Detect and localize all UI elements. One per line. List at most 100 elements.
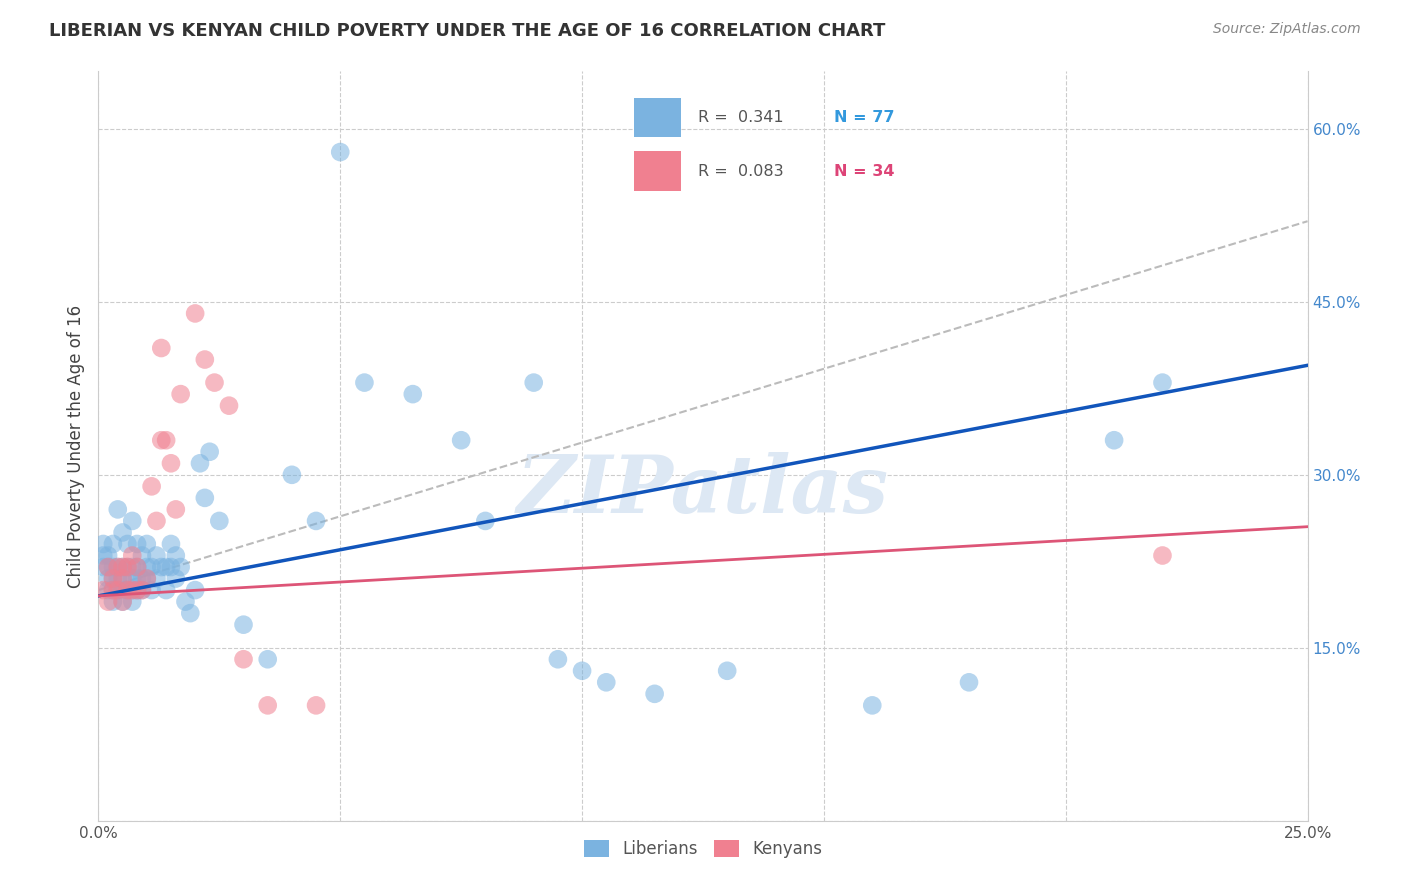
Point xyxy=(716,664,738,678)
Point xyxy=(860,698,883,713)
Point xyxy=(97,560,120,574)
Point xyxy=(127,583,149,598)
Point xyxy=(107,560,129,574)
Point xyxy=(121,583,143,598)
Point xyxy=(150,560,173,574)
Point xyxy=(256,698,278,713)
Point xyxy=(107,572,129,586)
Point xyxy=(131,583,153,598)
Y-axis label: Child Poverty Under the Age of 16: Child Poverty Under the Age of 16 xyxy=(66,304,84,588)
Point xyxy=(111,572,134,586)
Point xyxy=(184,583,207,598)
Point xyxy=(644,687,666,701)
Point xyxy=(127,572,149,586)
Point xyxy=(188,456,211,470)
Point xyxy=(117,560,139,574)
Point xyxy=(117,537,139,551)
Point xyxy=(97,583,120,598)
Point xyxy=(97,594,120,608)
Point xyxy=(281,467,304,482)
Point xyxy=(165,549,187,563)
Point xyxy=(107,583,129,598)
Point xyxy=(155,583,177,598)
Point xyxy=(571,664,593,678)
Point xyxy=(121,594,143,608)
Point xyxy=(131,549,153,563)
Point xyxy=(402,387,425,401)
Point xyxy=(204,376,226,390)
Text: LIBERIAN VS KENYAN CHILD POVERTY UNDER THE AGE OF 16 CORRELATION CHART: LIBERIAN VS KENYAN CHILD POVERTY UNDER T… xyxy=(49,22,886,40)
Point xyxy=(111,594,134,608)
Point xyxy=(117,583,139,598)
Point xyxy=(121,572,143,586)
Point xyxy=(329,145,352,159)
Point xyxy=(150,434,173,448)
Point xyxy=(174,594,197,608)
Point xyxy=(127,560,149,574)
Point xyxy=(111,525,134,540)
Point xyxy=(111,594,134,608)
Legend: Liberians, Kenyans: Liberians, Kenyans xyxy=(576,833,830,864)
Point xyxy=(145,514,167,528)
Point xyxy=(101,537,124,551)
Point xyxy=(1102,434,1125,448)
Point xyxy=(97,572,120,586)
Point xyxy=(101,560,124,574)
Text: ZIPatlas: ZIPatlas xyxy=(517,452,889,530)
Point xyxy=(107,502,129,516)
Point xyxy=(127,583,149,598)
Point xyxy=(91,583,114,598)
Point xyxy=(111,583,134,598)
Point xyxy=(1152,376,1174,390)
Point xyxy=(1152,549,1174,563)
Point xyxy=(101,572,124,586)
Point xyxy=(184,306,207,320)
Point xyxy=(305,514,328,528)
Point xyxy=(135,560,157,574)
Point xyxy=(121,560,143,574)
Text: Source: ZipAtlas.com: Source: ZipAtlas.com xyxy=(1213,22,1361,37)
Point xyxy=(135,537,157,551)
Point xyxy=(160,560,183,574)
Point xyxy=(101,594,124,608)
Point xyxy=(179,606,201,620)
Point xyxy=(111,560,134,574)
Point xyxy=(256,652,278,666)
Point xyxy=(117,583,139,598)
Point xyxy=(127,537,149,551)
Point xyxy=(127,560,149,574)
Point xyxy=(353,376,375,390)
Point xyxy=(121,549,143,563)
Point xyxy=(91,560,114,574)
Point xyxy=(101,572,124,586)
Point xyxy=(150,341,173,355)
Point xyxy=(131,572,153,586)
Point xyxy=(232,652,254,666)
Point xyxy=(165,572,187,586)
Point xyxy=(107,560,129,574)
Point xyxy=(169,387,191,401)
Point xyxy=(141,583,163,598)
Point xyxy=(101,583,124,598)
Point xyxy=(145,572,167,586)
Point xyxy=(165,502,187,516)
Point xyxy=(97,549,120,563)
Point xyxy=(117,560,139,574)
Point xyxy=(111,560,134,574)
Point xyxy=(305,698,328,713)
Point xyxy=(160,456,183,470)
Point xyxy=(145,549,167,563)
Point xyxy=(523,376,546,390)
Point xyxy=(595,675,617,690)
Point xyxy=(474,514,496,528)
Point xyxy=(131,583,153,598)
Point xyxy=(218,399,240,413)
Point xyxy=(169,560,191,574)
Point xyxy=(155,434,177,448)
Point xyxy=(101,583,124,598)
Point xyxy=(135,572,157,586)
Point xyxy=(91,549,114,563)
Point xyxy=(155,560,177,574)
Point xyxy=(160,537,183,551)
Point xyxy=(957,675,980,690)
